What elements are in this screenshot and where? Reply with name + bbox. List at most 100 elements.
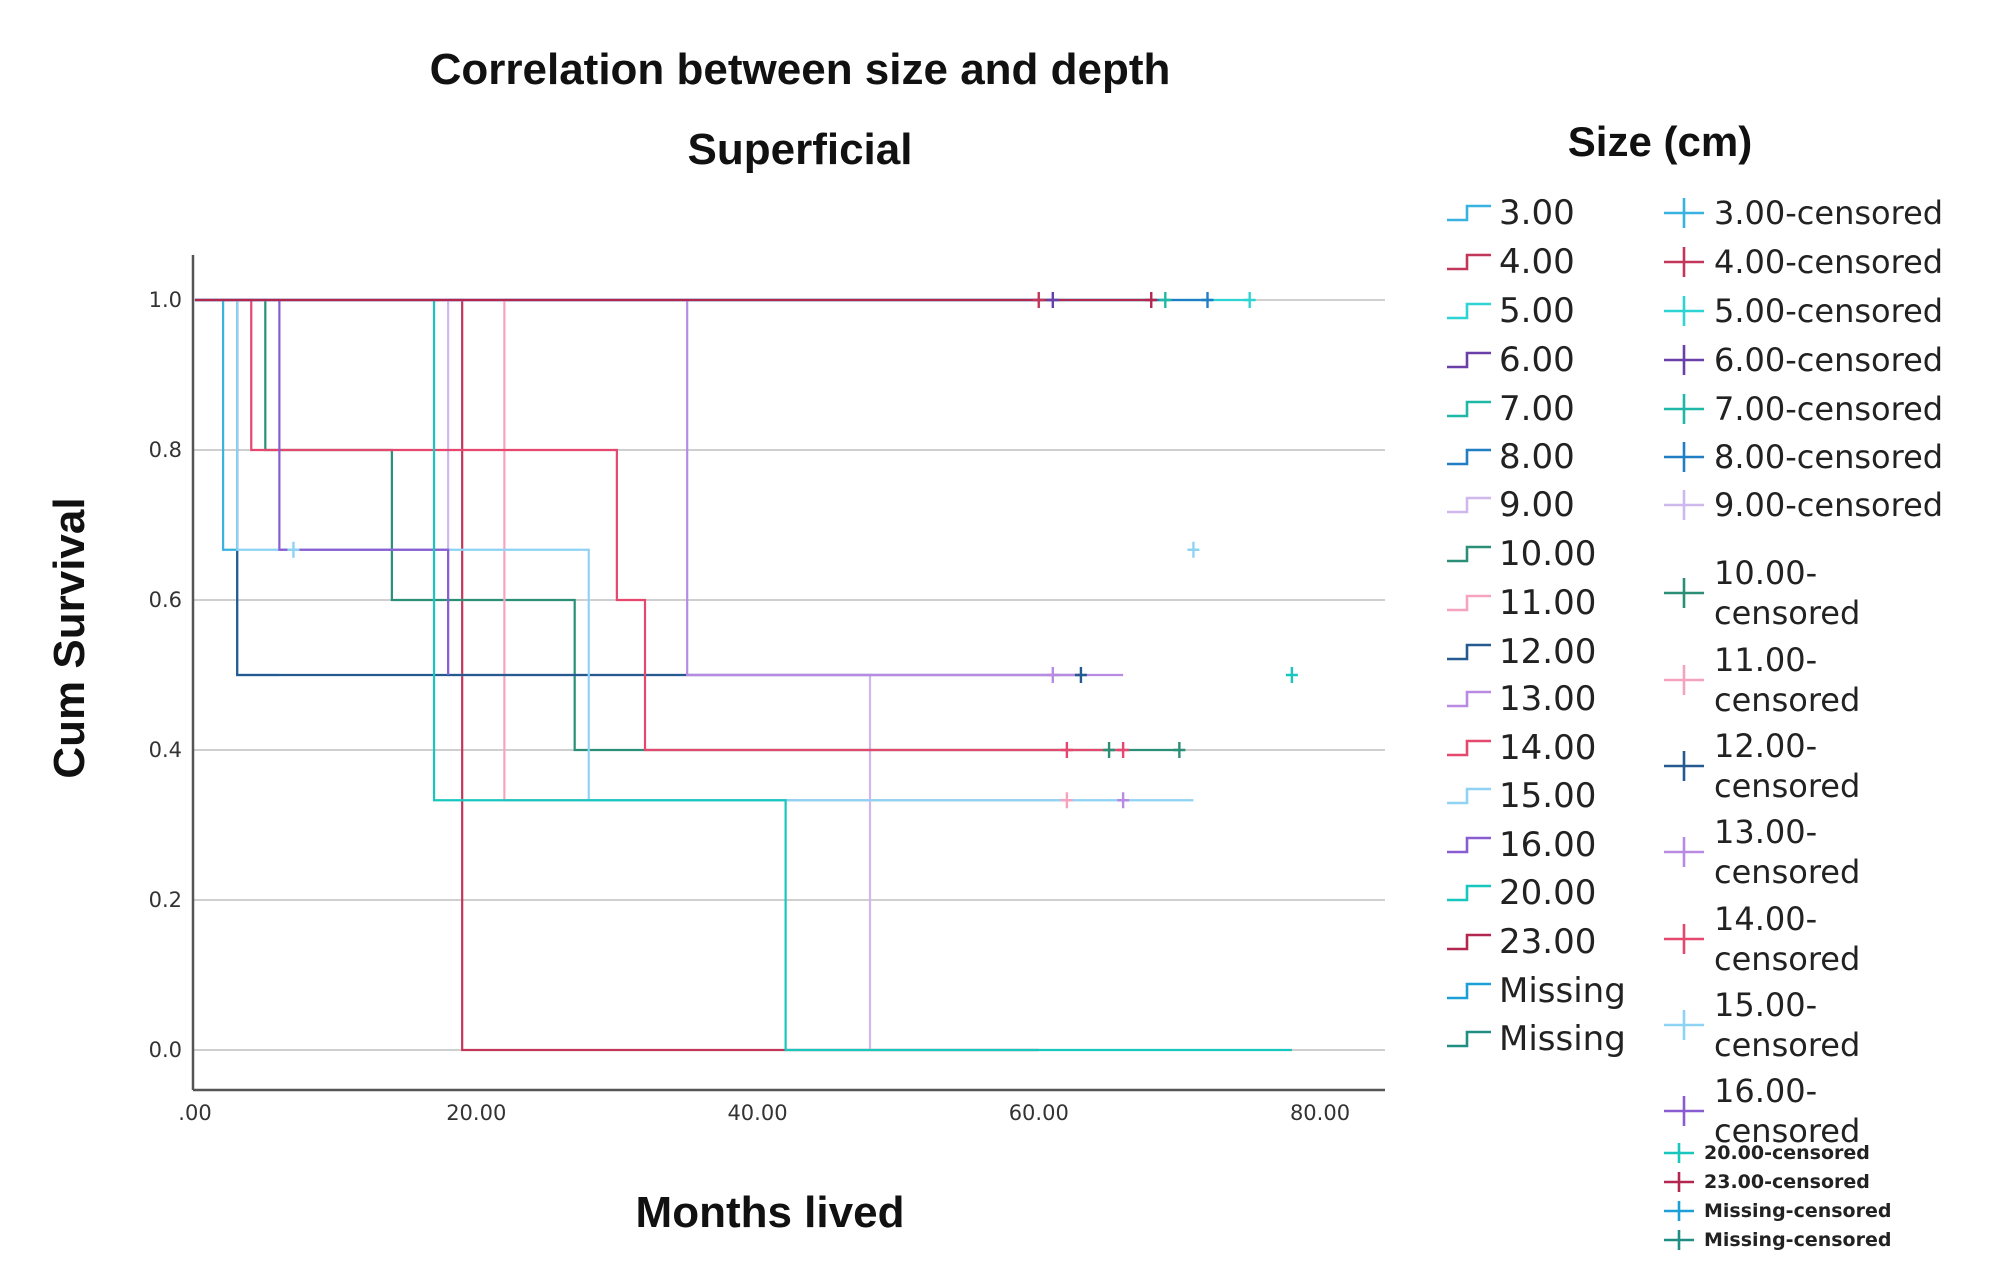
censor-cross-icon: [1664, 1010, 1704, 1040]
legend-label: 16.00: [1499, 825, 1597, 865]
legend-label: 7.00-censored: [1714, 390, 1944, 428]
legend-item: 20.00-censored: [1660, 1141, 1870, 1165]
x-tick-label: .00: [178, 1101, 211, 1125]
legend-item: 16.00: [1445, 825, 1596, 865]
censor-cross-icon: [1664, 394, 1704, 424]
y-tick-label: 0.6: [149, 588, 182, 612]
censor-mark: [1187, 541, 1200, 558]
legend-item: 5.00-censored: [1660, 291, 1943, 331]
step-line-icon: [1447, 400, 1491, 418]
x-axis-label: Months lived: [635, 1188, 905, 1237]
censor-mark: [1103, 742, 1116, 758]
legend-item: 15.00: [1445, 776, 1596, 816]
censor-cross-icon: [1664, 1143, 1694, 1163]
legend-label: 6.00-censored: [1714, 341, 1944, 379]
censor-cross-icon: [1664, 1230, 1694, 1250]
legend-item: 15.00- censored: [1660, 985, 1860, 1065]
chart-subtitle: Superficial: [687, 125, 913, 174]
legend-item: Missing: [1445, 1019, 1626, 1059]
legend-label: 12.00: [1499, 632, 1597, 672]
survival-curve-10: [195, 298, 1081, 677]
step-line-icon: [1447, 739, 1491, 757]
legend-item: 9.00-censored: [1660, 485, 1943, 525]
censor-cross-icon: [1664, 751, 1704, 781]
legend-label: 5.00-censored: [1714, 292, 1944, 330]
legend-label: 3.00-censored: [1714, 194, 1944, 232]
censor-mark: [1074, 667, 1087, 683]
censor-cross-icon: [1664, 490, 1704, 520]
censor-mark: [1145, 292, 1158, 308]
censor-cross-icon: [1664, 296, 1704, 326]
step-line-icon: [1447, 594, 1491, 612]
legend-label: 15.00- censored: [1714, 986, 1861, 1064]
legend-item: 7.00: [1445, 389, 1575, 429]
y-tick-label: 0.4: [149, 738, 182, 762]
legend-item: Missing-censored: [1660, 1228, 1891, 1252]
legend-item: 20.00: [1445, 873, 1596, 913]
legend-item: 9.00: [1445, 485, 1575, 525]
legend-label: 10.00- censored: [1714, 554, 1861, 632]
censor-cross-icon: [1664, 1096, 1704, 1126]
censor-mark: [1173, 742, 1186, 758]
censor-mark: [1243, 292, 1256, 308]
step-line-icon: [1447, 884, 1491, 902]
legend-label: Missing-censored: [1704, 1229, 1892, 1251]
legend-label: 23.00-censored: [1704, 1171, 1870, 1193]
tick-labels: 0.0 0.2 0.4 0.6 0.8 1.0 .00 20.00 40.00 60.00 80.0…: [149, 288, 1350, 1125]
legend-label: 4.00-censored: [1714, 243, 1944, 281]
censor-cross-icon: [1664, 198, 1704, 228]
step-line-icon: [1447, 1030, 1491, 1048]
step-line-icon: [1447, 204, 1491, 222]
legend-item: 4.00: [1445, 242, 1575, 282]
censor-cross-icon: [1664, 1172, 1694, 1192]
censor-mark: [1117, 742, 1130, 758]
legend-label: 11.00: [1499, 583, 1597, 623]
legend-label: 15.00: [1499, 776, 1597, 816]
step-line-icon: [1447, 496, 1491, 514]
legend-label: 8.00: [1499, 437, 1575, 477]
x-tick-label: 40.00: [727, 1101, 787, 1125]
legend-label: 9.00-censored: [1714, 486, 1944, 524]
legend-item: 23.00: [1445, 922, 1596, 962]
legend-item: 10.00- censored: [1660, 553, 1860, 633]
survival-curve-12: [195, 298, 1124, 752]
legend-item: 12.00: [1445, 632, 1596, 672]
y-tick-label: 0.2: [149, 888, 182, 912]
legend-item: 7.00-censored: [1660, 389, 1943, 429]
censor-mark: [1032, 292, 1045, 308]
survival-curve-11: [195, 298, 1124, 677]
legend-label: 12.00- censored: [1714, 727, 1861, 805]
legend-item: 3.00-censored: [1660, 193, 1943, 233]
legend-label: 10.00: [1499, 534, 1597, 574]
censor-cross-icon: [1664, 1201, 1694, 1221]
legend-item: 6.00: [1445, 340, 1575, 380]
censor-cross-icon: [1664, 247, 1704, 277]
step-line-icon: [1447, 545, 1491, 563]
legend-item: 8.00-censored: [1660, 437, 1943, 477]
legend-item: 14.00- censored: [1660, 899, 1860, 979]
censor-mark: [287, 541, 300, 558]
legend-label: 9.00: [1499, 485, 1575, 525]
legend-item: 3.00: [1445, 193, 1575, 233]
axes: [191, 255, 1385, 1092]
legend-label: 20.00: [1499, 873, 1597, 913]
legend-label: Missing: [1499, 971, 1626, 1011]
y-tick-label: 0.8: [149, 438, 182, 462]
legend-label: Missing: [1499, 1019, 1626, 1059]
step-line-icon: [1447, 836, 1491, 854]
legend-item: 12.00- censored: [1660, 726, 1860, 806]
censor-cross-icon: [1664, 665, 1704, 695]
legend-item: 23.00-censored: [1660, 1170, 1870, 1194]
legend-label: 14.00- censored: [1714, 900, 1861, 978]
legend-label: 7.00: [1499, 389, 1575, 429]
legend-label: 20.00-censored: [1704, 1142, 1870, 1164]
censor-mark: [1046, 667, 1059, 683]
legend-label: 13.00: [1499, 679, 1597, 719]
censor-marks: [287, 292, 1298, 809]
step-line-icon: [1447, 933, 1491, 951]
censor-mark: [1060, 742, 1073, 758]
step-line-icon: [1447, 448, 1491, 466]
step-line-icon: [1447, 643, 1491, 661]
chart-title: Correlation between size and depth: [429, 45, 1171, 94]
